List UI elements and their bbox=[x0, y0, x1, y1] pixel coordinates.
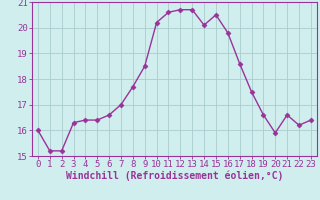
X-axis label: Windchill (Refroidissement éolien,°C): Windchill (Refroidissement éolien,°C) bbox=[66, 171, 283, 181]
